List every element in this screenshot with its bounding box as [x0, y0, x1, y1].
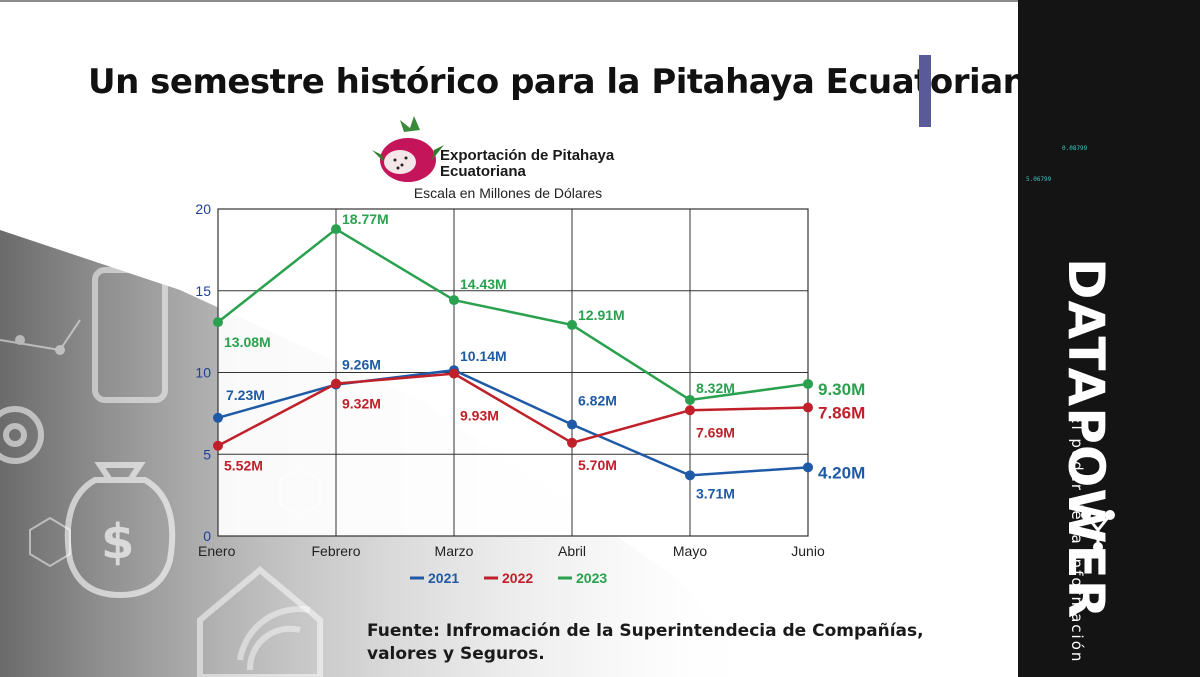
data-point-2021	[567, 419, 577, 430]
series-line-2021	[217, 368, 809, 477]
brand-panel	[1018, 0, 1200, 677]
y-tick-label: 20	[195, 201, 211, 217]
data-point-2021	[213, 412, 223, 423]
x-tick-label: Mayo	[673, 543, 707, 559]
chart-axes: 0 5 10 15 20 Enero Febrero Marzo Abril Mayo Junio	[195, 201, 825, 559]
data-point-2021	[685, 470, 695, 481]
data-point-2022	[213, 440, 223, 451]
data-point-2023	[213, 317, 223, 328]
slide-title: Un semestre histórico para la Pitahaya E…	[88, 62, 1062, 102]
phone-icon	[92, 267, 168, 403]
chart-grid	[217, 208, 809, 537]
data-label-2022: 9.32M	[342, 396, 381, 412]
y-tick-label: 10	[195, 365, 211, 381]
x-tick-label: Junio	[791, 543, 825, 559]
data-point-2021	[803, 462, 813, 473]
data-label-2023: 9.30M	[818, 380, 865, 399]
series-2023: 13.08M 18.77M 14.43M 12.91M 8.32M 9.30M	[213, 211, 865, 405]
x-tick-label: Enero	[198, 543, 236, 559]
chart-series: 7.23M 9.26M 10.14M 6.82M 3.71M 4.20M 5.52M 9.32…	[213, 211, 865, 501]
data-label-2021: 6.82M	[578, 392, 617, 408]
data-label-2023: 12.91M	[578, 307, 625, 323]
data-point-2022	[331, 378, 341, 389]
y-tick-label: 0	[203, 528, 211, 544]
brand-tagline: El poder de la información	[1068, 414, 1086, 664]
series-2021: 7.23M 9.26M 10.14M 6.82M 3.71M 4.20M	[213, 348, 865, 501]
data-label-2021: 7.23M	[226, 387, 265, 403]
x-tick-label: Abril	[558, 543, 586, 559]
data-label-2023: 8.32M	[696, 380, 735, 396]
data-point-2023	[449, 295, 459, 306]
legend-label-2023: 2023	[576, 570, 607, 586]
data-point-2023	[331, 224, 341, 235]
data-label-2022: 5.70M	[578, 457, 617, 473]
chart-title: Exportación de Pitahaya	[440, 147, 615, 164]
dollar-sign-icon: $	[101, 514, 134, 570]
data-label-2021: 10.14M	[460, 348, 507, 364]
top-border-line	[0, 0, 1200, 2]
data-label-2023: 13.08M	[224, 334, 271, 350]
y-tick-label: 15	[195, 283, 211, 299]
data-point-2022	[567, 437, 577, 448]
data-label-2022: 7.86M	[818, 403, 865, 422]
network-node-icon	[1081, 510, 1115, 552]
data-point-2022	[449, 368, 459, 379]
data-label-2022: 7.69M	[696, 424, 735, 440]
data-label-2021: 9.26M	[342, 357, 381, 373]
data-point-2023	[685, 394, 695, 405]
brand-logo-wordmark: DATAPOWER	[1057, 258, 1115, 620]
title-accent-bar	[919, 55, 931, 127]
data-point-2023	[803, 378, 813, 389]
data-point-2023	[567, 319, 577, 330]
x-tick-label: Marzo	[435, 543, 474, 559]
data-point-2022	[803, 402, 813, 413]
data-label-2022: 5.52M	[224, 458, 263, 474]
series-2022: 5.52M 9.32M 9.93M 5.70M 7.69M 7.86M	[213, 368, 865, 474]
line-chart: Exportación de Pitahaya Ecuatoriana Esca…	[195, 116, 865, 586]
data-label-2021: 3.71M	[696, 485, 735, 501]
data-label-2021: 4.20M	[818, 463, 865, 482]
series-line-2022	[217, 372, 809, 447]
chart-title-line-2: Ecuatoriana	[440, 163, 527, 180]
decorative-number: 5.06799	[1026, 176, 1052, 183]
decorative-number: 0.08799	[1062, 145, 1088, 152]
wifi-icon	[237, 606, 311, 671]
data-label-2022: 9.93M	[460, 408, 499, 424]
data-label-2023: 18.77M	[342, 211, 389, 227]
data-point-2022	[685, 405, 695, 416]
legend-label-2021: 2021	[428, 570, 459, 586]
house-icon	[197, 566, 323, 677]
series-line-2023	[217, 227, 809, 402]
dragon-fruit-icon	[372, 116, 444, 182]
source-note: Fuente: Infromación de la Superintendeci…	[367, 621, 924, 664]
chart-legend: 2021 2022 2023	[410, 570, 607, 586]
x-tick-label: Febrero	[311, 543, 360, 559]
y-tick-label: 5	[203, 446, 211, 462]
data-label-2023: 14.43M	[460, 276, 507, 292]
chart-subtitle: Escala en Millones de Dólares	[414, 185, 602, 201]
money-bag-icon	[64, 462, 176, 599]
gear-icon	[0, 406, 44, 464]
legend-label-2022: 2022	[502, 570, 533, 586]
